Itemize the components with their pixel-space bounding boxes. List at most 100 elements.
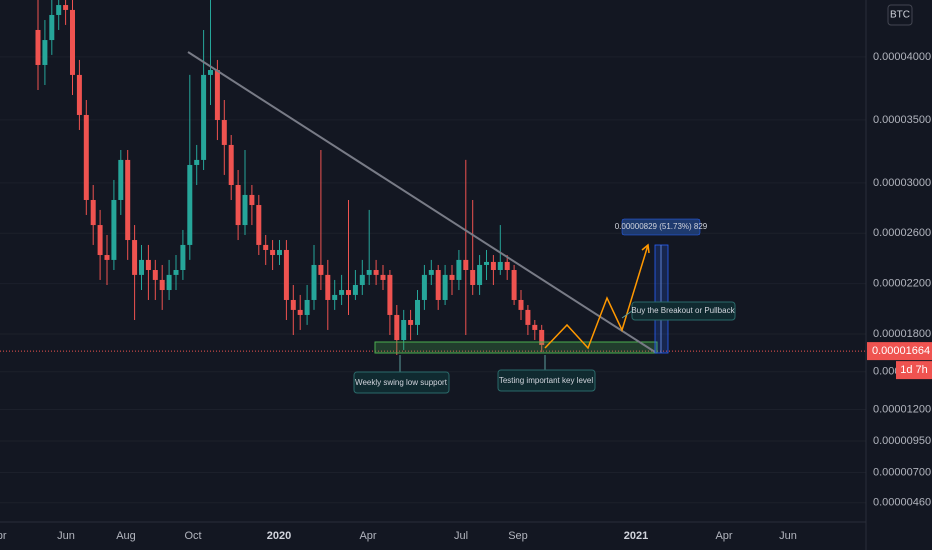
- candle-body: [173, 270, 179, 275]
- candle-body: [145, 259, 151, 271]
- candle-body: [49, 14, 55, 41]
- currency-box: [887, 4, 913, 26]
- candle-body: [235, 184, 241, 226]
- candle-body: [373, 270, 379, 275]
- candle-body: [35, 29, 41, 65]
- candle-body: [339, 290, 345, 295]
- candle-body: [532, 324, 538, 330]
- y-tick-label: 0.00004000: [873, 51, 931, 63]
- candle-body: [76, 74, 82, 115]
- candle-body: [70, 9, 75, 75]
- candle-body: [132, 240, 138, 275]
- candle-body: [318, 264, 324, 275]
- candle-body: [325, 274, 331, 300]
- countdown: 1d 7h: [900, 364, 928, 376]
- x-tick-label: 2021: [624, 530, 648, 542]
- candle-body: [152, 270, 158, 280]
- candle-body: [511, 270, 517, 300]
- candle-body: [442, 274, 448, 300]
- candle-body: [277, 249, 282, 256]
- candle-body: [401, 320, 407, 341]
- candle-body: [456, 259, 462, 280]
- candle-body: [125, 159, 131, 241]
- y-tick-label: 0.00001200: [873, 403, 931, 415]
- candle-body: [332, 294, 338, 300]
- candle-body: [111, 199, 117, 260]
- callout-text: Buy the Breakout or Pullback: [631, 306, 735, 315]
- candle-body: [187, 164, 193, 245]
- candle-body: [504, 261, 510, 271]
- y-tick-label: 0.00000700: [873, 466, 931, 478]
- candle-body: [394, 314, 400, 341]
- callout-box: [353, 371, 450, 394]
- x-tick-label: Jun: [779, 530, 797, 542]
- callout-pointer: [621, 310, 633, 319]
- y-axis: 0.00004000 0.00003500 0.00003000 0.00002600…: [873, 51, 931, 509]
- candle-body: [242, 194, 248, 226]
- candle-body: [352, 284, 358, 295]
- candle-body: [304, 299, 310, 315]
- x-tick-label: Aug: [116, 530, 136, 542]
- candle-body: [63, 5, 69, 10]
- candle-body: [180, 244, 186, 271]
- candle-body: [415, 299, 420, 325]
- candle-body: [346, 290, 351, 295]
- callout-text: Weekly swing low support: [355, 378, 448, 387]
- candle-body: [484, 261, 489, 265]
- candle-body: [118, 159, 124, 200]
- candle-body: [525, 309, 531, 325]
- callout-box: [497, 369, 596, 392]
- y-tick-label: 0.00002200: [873, 278, 931, 290]
- candle-body: [428, 270, 434, 275]
- price-label-text: 0.00001664: [872, 345, 930, 357]
- candle-body: [228, 144, 234, 185]
- candle-body: [449, 274, 455, 280]
- candle-body: [283, 249, 289, 300]
- candle-body: [249, 194, 255, 206]
- candle-body: [56, 5, 62, 15]
- x-tick-label: Sep: [508, 530, 528, 542]
- candle-body: [435, 270, 441, 300]
- candle-body: [97, 225, 103, 256]
- candle-body: [90, 199, 96, 226]
- projection-path: [544, 244, 649, 350]
- x-tick-label: Apr: [715, 530, 732, 542]
- candle-body: [470, 270, 476, 285]
- candle-body: [477, 264, 483, 285]
- candle-body: [270, 249, 276, 256]
- projection-arrow: [641, 243, 650, 254]
- candle-body: [83, 114, 89, 200]
- x-tick-label: Jul: [454, 530, 468, 542]
- candle-body: [139, 259, 144, 275]
- grid: [0, 56, 866, 504]
- candle-body: [221, 120, 227, 145]
- candle-body: [297, 309, 303, 315]
- y-tick-label: 0.00002600: [873, 227, 931, 239]
- candle-body: [166, 274, 172, 291]
- candle-body: [497, 261, 503, 271]
- candles: [35, 0, 545, 356]
- price-label-box: [867, 342, 932, 361]
- candle-body: [263, 244, 269, 250]
- candle-body: [387, 274, 393, 315]
- candle-body: [311, 264, 317, 300]
- candle-body: [539, 329, 545, 345]
- y-tick-label: 0.00000950: [873, 435, 931, 447]
- candle-body: [290, 299, 296, 310]
- candle-body: [490, 261, 496, 271]
- measure-label-box: [621, 218, 701, 236]
- candle-body: [201, 74, 207, 160]
- candle-body: [42, 40, 48, 65]
- price-label: 0.00001664: [867, 342, 932, 361]
- x-tick-label: Apr: [0, 530, 7, 542]
- candle-body: [421, 274, 427, 300]
- candle-body: [366, 270, 372, 275]
- candle-body: [159, 279, 165, 291]
- currency: BTC: [890, 10, 910, 21]
- candle-body: [518, 299, 524, 310]
- y-tick-label: 0.00000460: [873, 497, 931, 509]
- x-tick-label: 2020: [267, 530, 291, 542]
- candle-body: [359, 274, 365, 285]
- x-axis: Apr Jun Aug Oct 2020 Apr Jul Sep 2021 Apr Jun: [0, 530, 797, 542]
- callout-text: Testing important key level: [499, 376, 593, 385]
